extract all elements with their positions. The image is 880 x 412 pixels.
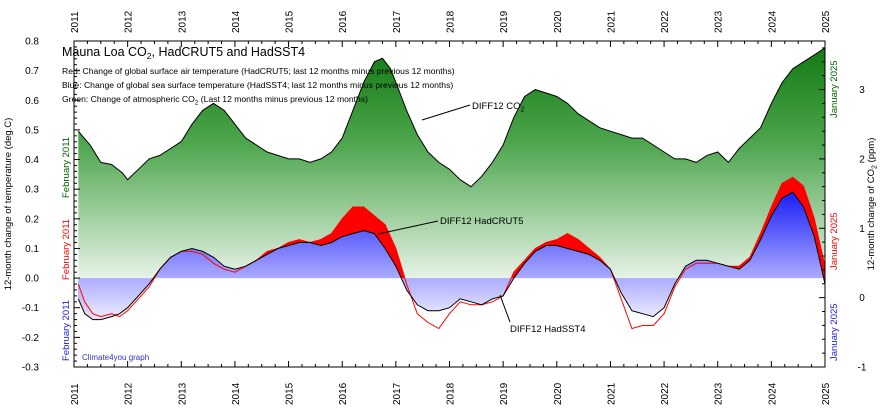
y-left-tick-label-0.7: 0.7 xyxy=(25,66,39,77)
y-right-tick-label-3: 3 xyxy=(859,85,865,96)
y-left-tick-label--0.2: -0.2 xyxy=(22,333,40,344)
y-right-tick-label--1: -1 xyxy=(858,363,867,374)
y-right-tick-label-1: 1 xyxy=(859,224,865,235)
y-left-tick-label-0.4: 0.4 xyxy=(25,155,39,166)
x-tick-label-top-2020: 2020 xyxy=(553,10,564,33)
x-tick-label-top-2024: 2024 xyxy=(767,10,778,33)
y-left-tick-label-0.2: 0.2 xyxy=(25,214,39,225)
hadsst-line xyxy=(77,191,825,321)
side-label-right-red: January 2025 xyxy=(829,212,840,270)
y-axis-right-label: 12-month change of CO2 (ppm) xyxy=(866,138,879,271)
legend-line-green: Green: Change of atmospheric CO2 (Last 1… xyxy=(62,94,368,107)
credit-text: Climate4you graph xyxy=(82,353,149,362)
side-label-right-green: January 2025 xyxy=(829,60,840,118)
x-tick-label-top-2025: 2025 xyxy=(821,10,832,33)
series-lines xyxy=(77,47,825,330)
x-tick-label-bottom-2014: 2014 xyxy=(231,382,242,405)
x-tick-label-bottom-2016: 2016 xyxy=(338,382,349,405)
co2-area xyxy=(78,47,825,279)
annotation-hadcrut: DIFF12 HadCRUT5 xyxy=(440,216,523,227)
x-tick-label-top-2011: 2011 xyxy=(70,11,81,33)
annotation-hadcrut-pointer xyxy=(377,220,439,235)
side-label-right-blue: January 2025 xyxy=(829,303,840,361)
y-right-tick-label-0: 0 xyxy=(859,293,865,304)
x-tick-label-bottom-2022: 2022 xyxy=(660,382,671,405)
x-tick-label-top-2012: 2012 xyxy=(124,10,135,33)
series-fills xyxy=(78,47,825,320)
x-tick-label-top-2017: 2017 xyxy=(392,10,403,33)
x-tick-label-bottom-2012: 2012 xyxy=(124,382,135,405)
y-left-tick-label-0.3: 0.3 xyxy=(25,185,39,196)
y-axis-left-label: 12-month change of temperature (deg.C) xyxy=(3,118,14,291)
x-tick-label-top-2016: 2016 xyxy=(338,10,349,33)
co2-line xyxy=(77,47,825,188)
y-left-tick-label--0.1: -0.1 xyxy=(22,303,40,314)
y-axis-right: -1 0 1 2 3 xyxy=(819,47,867,374)
hadcrut-line xyxy=(77,176,825,330)
x-tick-label-top-2015: 2015 xyxy=(285,10,296,33)
x-tick-label-bottom-2018: 2018 xyxy=(446,382,457,405)
x-tick-label-top-2022: 2022 xyxy=(660,10,671,33)
x-axis-top: 2011 2012 2013 2014 2015 2016 2017 2018 2019 2020… xyxy=(70,10,832,47)
annotation-co2-pointer xyxy=(421,104,471,121)
x-tick-label-bottom-2019: 2019 xyxy=(499,382,510,405)
x-tick-label-top-2018: 2018 xyxy=(446,10,457,33)
x-tick-label-top-2021: 2021 xyxy=(606,10,617,33)
annotation-co2: DIFF12 CO2 xyxy=(472,101,525,114)
legend-line-red: Red: Change of global surface air temper… xyxy=(62,66,455,76)
annotation-hadsst-pointer xyxy=(499,294,511,323)
y-left-tick-label-0.0: 0.0 xyxy=(25,274,39,285)
x-tick-label-bottom-2013: 2013 xyxy=(177,382,188,405)
legend-line-blue: Blue: Change of global sea surface tempe… xyxy=(62,80,453,90)
y-left-tick-label-0.5: 0.5 xyxy=(25,125,39,136)
y-axis-left: -0.3 -0.2 -0.1 0.0 0.1 0.2 0.3 0.4 0.5 0.6 0.7 0.8 xyxy=(22,37,80,374)
x-tick-label-top-2014: 2014 xyxy=(231,10,242,33)
x-tick-label-bottom-2020: 2020 xyxy=(553,382,564,405)
y-left-tick-label-0.1: 0.1 xyxy=(25,244,39,255)
y-left-tick-label--0.3: -0.3 xyxy=(22,363,40,374)
y-right-tick-label-2: 2 xyxy=(859,154,865,165)
x-tick-label-bottom-2025: 2025 xyxy=(821,382,832,405)
x-tick-label-bottom-2021: 2021 xyxy=(606,382,617,405)
x-tick-label-top-2019: 2019 xyxy=(499,10,510,33)
hadsst-area xyxy=(78,192,825,320)
x-tick-label-bottom-2011: 2011 xyxy=(70,383,81,405)
x-tick-label-top-2023: 2023 xyxy=(714,10,725,33)
y-left-tick-label-0.6: 0.6 xyxy=(25,96,39,107)
side-label-left-blue: February 2011 xyxy=(61,300,72,361)
annotation-hadsst: DIFF12 HadSST4 xyxy=(510,324,586,335)
x-tick-label-bottom-2015: 2015 xyxy=(285,382,296,405)
side-label-left-red: February 2011 xyxy=(61,219,72,280)
x-tick-label-top-2013: 2013 xyxy=(177,10,188,33)
x-tick-label-bottom-2017: 2017 xyxy=(392,382,403,405)
side-label-left-green: February 2011 xyxy=(61,137,72,198)
x-tick-label-bottom-2024: 2024 xyxy=(767,382,778,405)
x-tick-label-bottom-2023: 2023 xyxy=(714,382,725,405)
y-left-tick-label-0.8: 0.8 xyxy=(25,37,39,48)
chart-title: Mauna Loa CO2, HadCRUT5 and HadSST4 xyxy=(62,45,305,61)
x-axis-bottom: 2011 2012 2013 2014 2015 2016 2017 2018 2019 2020… xyxy=(70,361,832,405)
